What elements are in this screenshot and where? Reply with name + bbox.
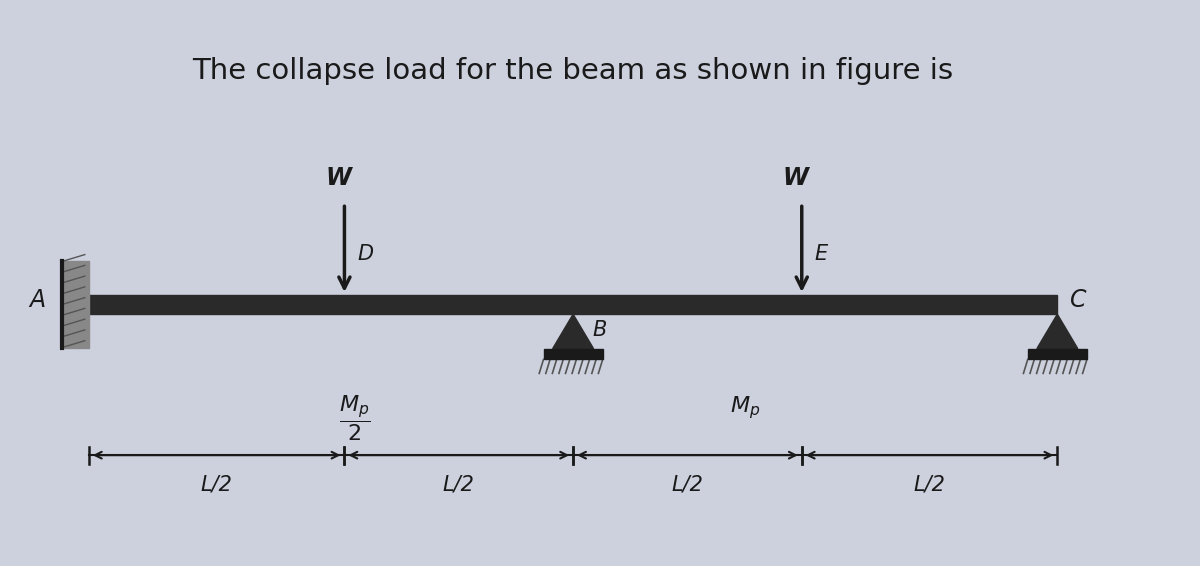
Bar — [62, 261, 89, 348]
Bar — [1027, 349, 1087, 359]
Text: C: C — [1070, 288, 1087, 312]
Text: L/2: L/2 — [672, 474, 703, 495]
Text: A: A — [30, 288, 46, 312]
Text: E: E — [815, 244, 828, 264]
Text: The collapse load for the beam as shown in figure is: The collapse load for the beam as shown … — [192, 57, 954, 85]
Text: B: B — [593, 320, 607, 340]
Text: $\dfrac{M_p}{2}$: $\dfrac{M_p}{2}$ — [340, 394, 371, 443]
Text: L/2: L/2 — [200, 474, 233, 495]
Text: W: W — [325, 166, 350, 190]
Text: W: W — [782, 166, 809, 190]
Bar — [89, 295, 1057, 314]
Bar — [544, 349, 602, 359]
Polygon shape — [1037, 314, 1078, 349]
Text: L/2: L/2 — [913, 474, 946, 495]
Text: $M_p$: $M_p$ — [730, 394, 761, 421]
Polygon shape — [553, 314, 594, 349]
Text: D: D — [358, 244, 373, 264]
Text: L/2: L/2 — [443, 474, 475, 495]
